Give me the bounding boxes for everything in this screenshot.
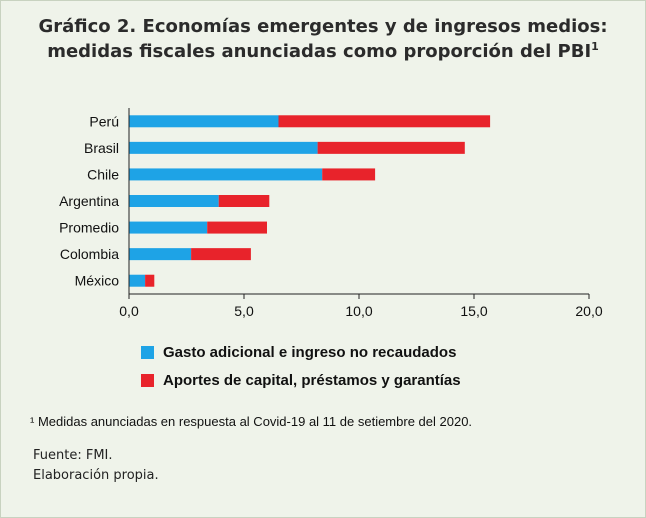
x-tick-label-3: 15,0: [460, 303, 487, 319]
category-label-5: Colombia: [60, 246, 119, 262]
author-note: Elaboración propia.: [33, 468, 159, 483]
bar-1-3: [129, 195, 219, 207]
x-tick-label-1: 5,0: [234, 303, 254, 319]
chart-title-line2-text: medidas fiscales anunciadas como proporc…: [47, 41, 592, 62]
bar-1-6: [129, 274, 146, 287]
bar-1-1: [129, 141, 318, 154]
source-note: Fuente: FMI.: [33, 448, 113, 463]
category-label-0: Perú: [89, 113, 119, 129]
bar-2-5: [191, 248, 251, 261]
x-tick-label-0: 0,0: [119, 303, 139, 319]
category-label-3: Argentina: [59, 193, 119, 209]
x-tick-label-4: 20,0: [575, 303, 602, 319]
legend-label-series-2: Aportes de capital, préstamos y garantía…: [163, 372, 461, 389]
chart-title-line2: medidas fiscales anunciadas como proporc…: [0, 39, 646, 64]
category-label-1: Brasil: [84, 140, 119, 156]
x-tick-label-2: 10,0: [345, 303, 372, 319]
category-label-4: Promedio: [59, 220, 119, 236]
legend-swatch-series-1: [141, 346, 154, 359]
category-label-6: México: [75, 273, 120, 289]
bar-1-0: [129, 115, 279, 128]
bar-2-6: [145, 274, 155, 287]
legend-swatch-series-2: [141, 374, 154, 387]
bar-2-2: [322, 168, 376, 181]
chart-title-line1: Gráfico 2. Economías emergentes y de ing…: [38, 16, 608, 37]
bar-2-4: [207, 221, 267, 234]
bar-2-1: [317, 141, 465, 154]
title-footnote-marker: 1: [591, 40, 599, 53]
footnote: ¹ Medidas anunciadas en respuesta al Cov…: [30, 414, 473, 429]
bar-1-4: [129, 221, 208, 234]
bar-1-5: [129, 248, 192, 261]
bar-1-2: [129, 168, 323, 181]
legend-label-series-1: Gasto adicional e ingreso no recaudados: [163, 344, 457, 361]
bar-2-3: [218, 195, 270, 207]
chart-title: Gráfico 2. Economías emergentes y de ing…: [0, 14, 646, 64]
category-label-2: Chile: [87, 166, 119, 182]
bar-2-0: [278, 115, 491, 128]
